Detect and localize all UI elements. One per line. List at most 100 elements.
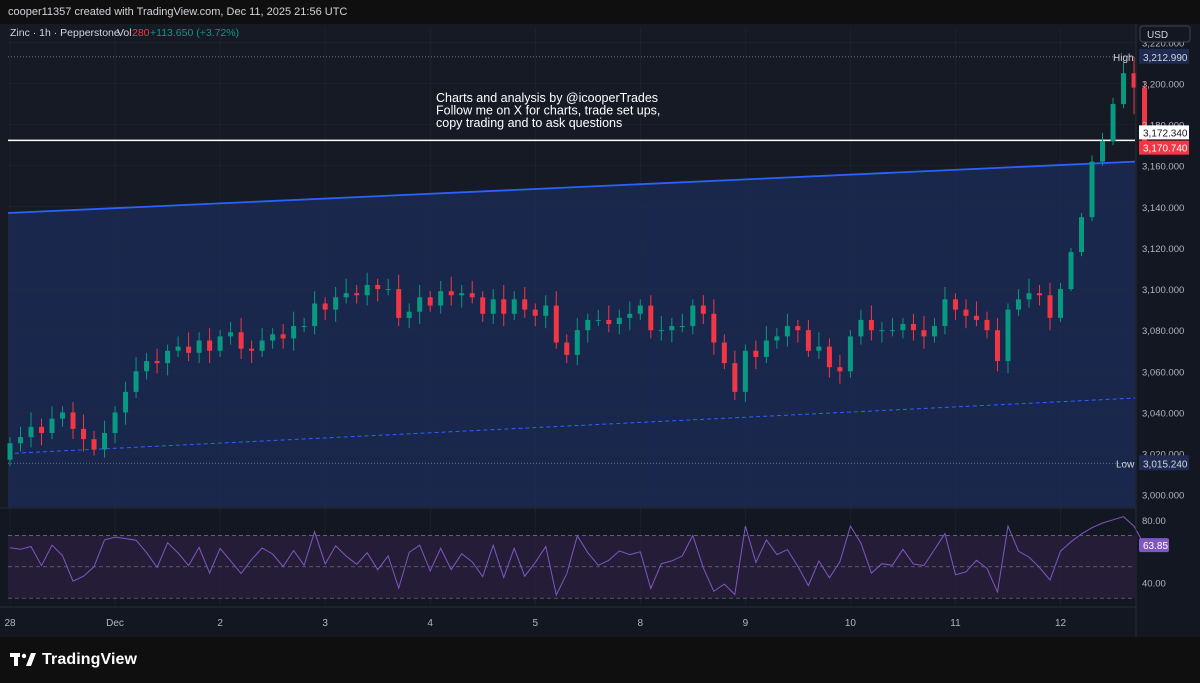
candle-body <box>102 432 108 450</box>
candle-body <box>690 305 696 327</box>
candle <box>490 289 496 325</box>
candle-body <box>1121 73 1127 105</box>
currency-button-box <box>1139 25 1191 43</box>
annotation-line: copy trading and to ask questions <box>436 116 622 130</box>
candle-body <box>28 426 34 438</box>
candle <box>291 311 297 351</box>
candle-body <box>280 334 286 339</box>
candle <box>973 301 979 327</box>
candle <box>858 309 864 345</box>
legend-symbol: Zinc · 1h · Pepperstone <box>10 27 120 39</box>
candle <box>963 299 969 329</box>
candle-body <box>154 361 160 364</box>
tradingview-brand: TradingView <box>42 651 138 668</box>
candle <box>364 272 370 306</box>
candle-body <box>39 426 45 433</box>
candle-body <box>469 293 475 298</box>
candle <box>259 328 265 357</box>
candle <box>942 287 948 335</box>
candle <box>123 381 129 425</box>
candle <box>280 324 286 349</box>
x-tick-label: 4 <box>427 618 433 629</box>
candle-body <box>1058 289 1064 318</box>
currency-button[interactable]: USD <box>1139 25 1191 43</box>
candle <box>1121 60 1127 109</box>
candle-body <box>81 428 87 440</box>
candle <box>669 317 675 343</box>
candle-body <box>49 418 55 433</box>
candle-body <box>774 336 780 341</box>
candle-body <box>333 297 339 310</box>
chart-canvas[interactable]: 3,000.000 3,020.000 3,040.000 3,060.000 3,08… <box>0 0 1200 637</box>
candle-body <box>522 299 528 310</box>
candle-body <box>354 293 360 296</box>
rsi-value: 63.85 <box>1143 541 1168 552</box>
candle-body <box>700 305 706 314</box>
channel-fill <box>8 161 1135 508</box>
candle <box>165 344 171 376</box>
candle <box>868 305 874 341</box>
candle <box>228 321 234 345</box>
candle <box>1026 278 1032 308</box>
high-label: High <box>1113 53 1134 64</box>
candle <box>448 276 454 306</box>
candles <box>7 56 1148 466</box>
candle-body <box>270 334 276 341</box>
candle-body <box>921 330 927 337</box>
candle <box>795 319 801 343</box>
candle-body <box>259 340 265 351</box>
candle-body <box>343 293 349 298</box>
candle-body <box>291 326 297 339</box>
candle-body <box>553 305 559 343</box>
candle <box>28 412 34 448</box>
line-value: 3,172.340 <box>1143 128 1188 139</box>
candle-body <box>574 330 580 355</box>
candle-body <box>606 319 612 325</box>
candle <box>375 278 381 302</box>
price-tick-label: 3,000.000 <box>1142 491 1184 502</box>
tradingview-logo[interactable]: TradingView <box>10 651 137 669</box>
candle <box>784 313 790 347</box>
candle <box>889 317 895 337</box>
candle <box>249 340 255 364</box>
candle-body <box>627 313 633 318</box>
candle-body <box>753 350 759 357</box>
candle-body <box>1100 141 1106 162</box>
candle-body <box>196 340 202 353</box>
candle-body <box>868 319 874 331</box>
candle-body <box>144 361 150 372</box>
candle-body <box>732 363 738 392</box>
candle <box>175 336 181 357</box>
candle <box>742 344 748 403</box>
candle <box>700 295 706 325</box>
candle <box>102 420 108 458</box>
candle <box>774 328 780 349</box>
candle <box>532 303 538 327</box>
low-label: Low <box>1116 459 1135 470</box>
candle-body <box>973 315 979 320</box>
candle <box>1089 155 1095 222</box>
candle <box>70 402 76 440</box>
candle <box>406 303 412 329</box>
candle-body <box>249 348 255 351</box>
candle <box>18 426 24 452</box>
candle <box>900 317 906 339</box>
rsi-line <box>9 516 1145 597</box>
candle-body <box>238 332 244 349</box>
candle <box>385 278 391 296</box>
candle <box>543 295 549 329</box>
candle <box>1036 284 1042 306</box>
candle-body <box>984 319 990 331</box>
candle <box>354 284 360 304</box>
price-tick-label: 3,120.000 <box>1142 244 1184 255</box>
candle <box>154 348 160 374</box>
candle-body <box>963 309 969 316</box>
candle <box>679 313 685 333</box>
candle <box>816 332 822 359</box>
top-bar: cooper11357 created with TradingView.com… <box>0 0 1200 24</box>
candle <box>847 330 853 378</box>
candle <box>627 301 633 331</box>
candle-body <box>1142 87 1148 144</box>
candle <box>1079 213 1085 257</box>
